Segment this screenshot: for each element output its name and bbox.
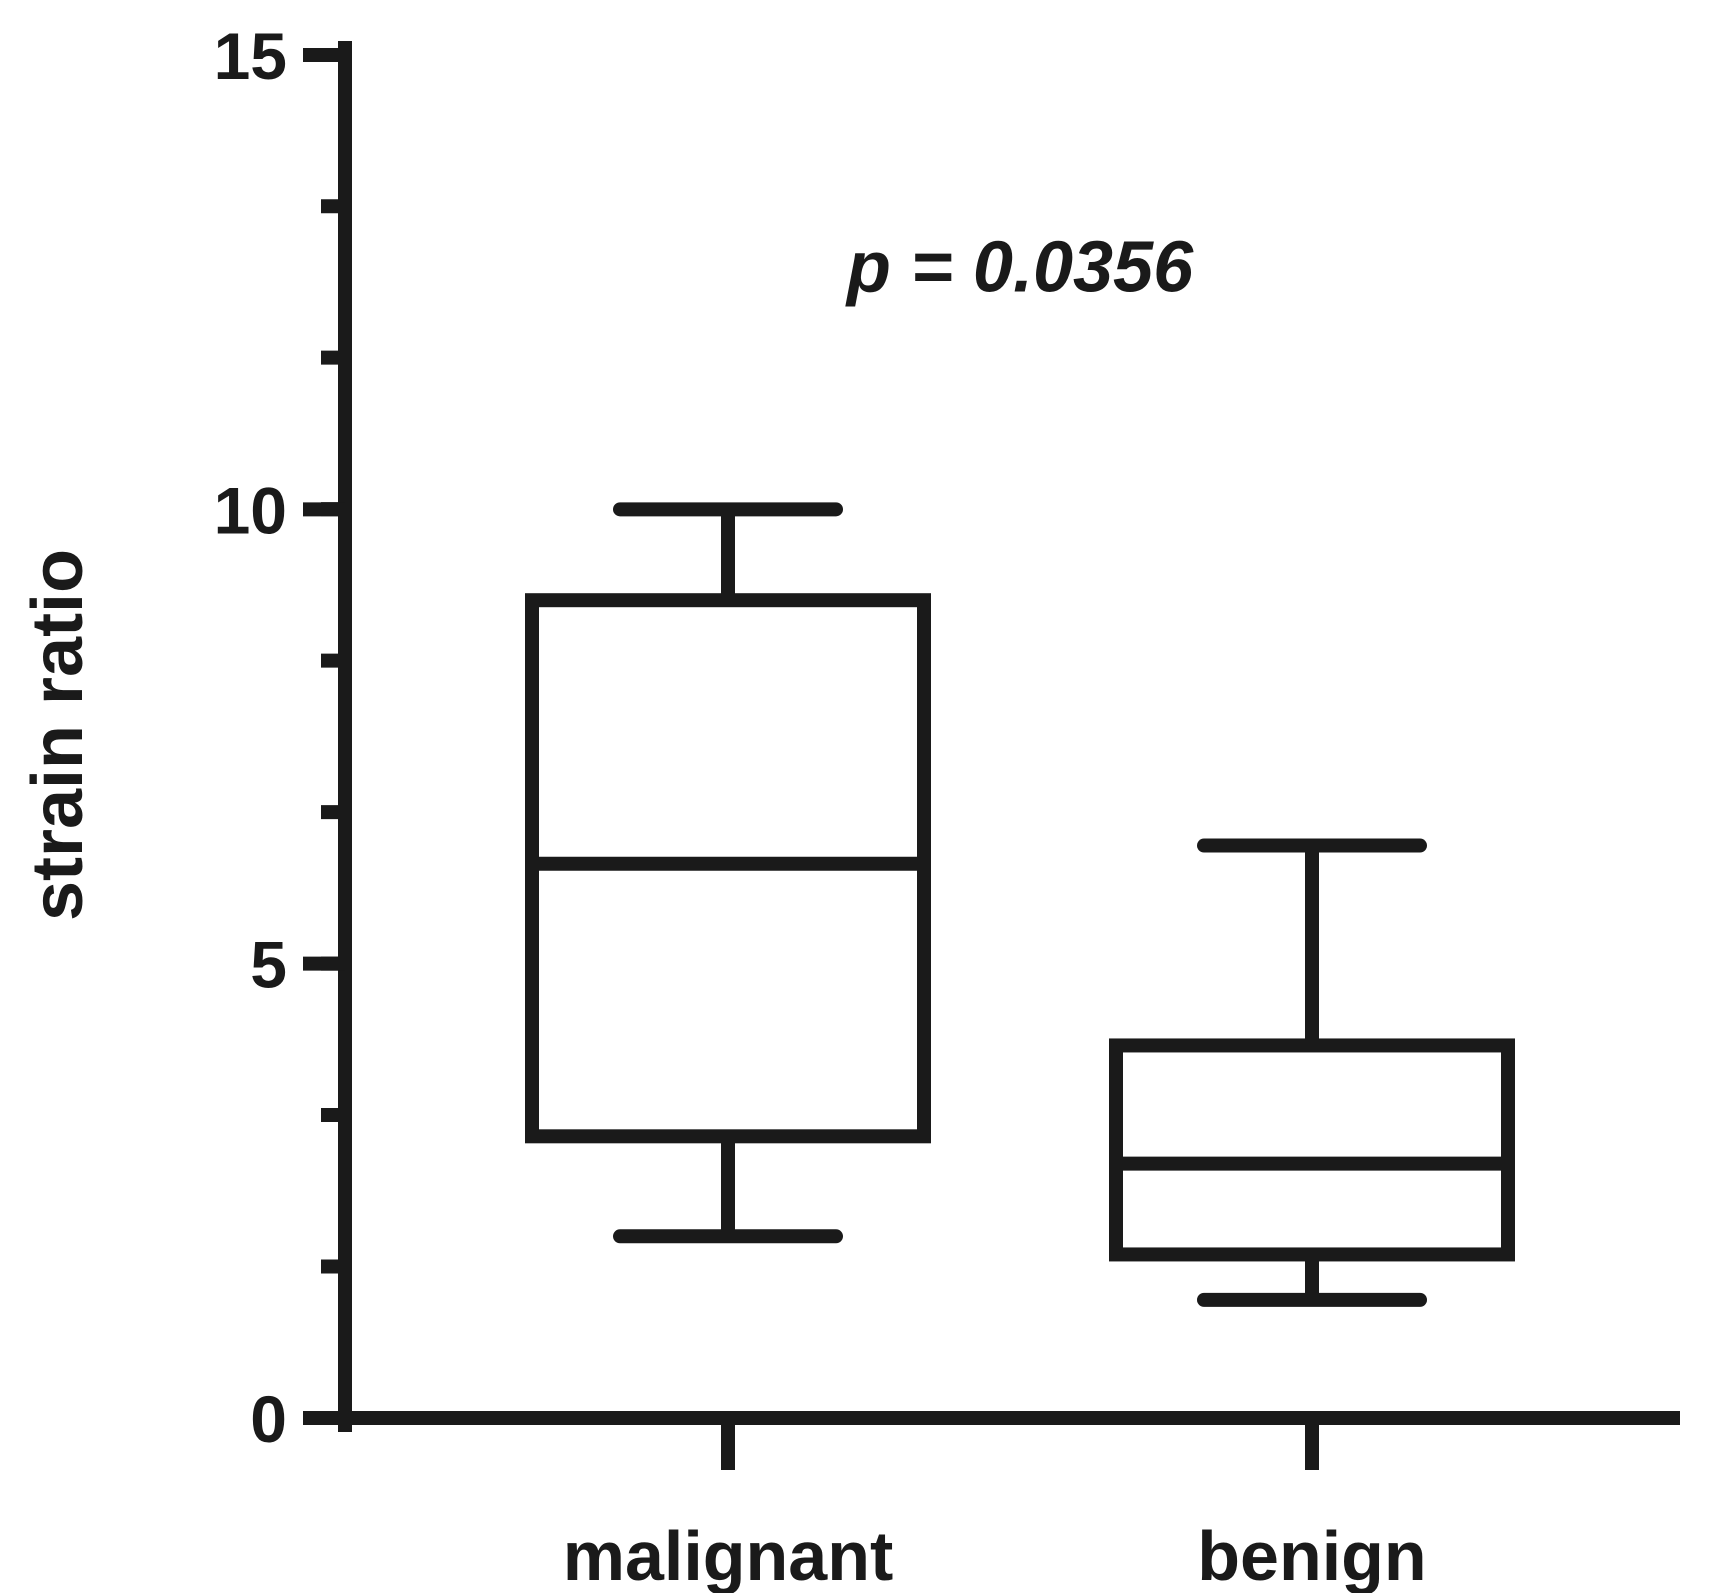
boxes (525, 502, 1515, 1307)
box-benign (1109, 838, 1515, 1307)
y-tick-label: 5 (250, 928, 287, 1002)
box-malignant (525, 502, 931, 1244)
y-tick-label: 0 (250, 1382, 287, 1456)
p-value-annotation: p = 0.0356 (845, 227, 1194, 307)
x-tick-label: benign (1197, 1517, 1426, 1593)
y-tick-label: 15 (214, 19, 287, 93)
iqr-box (1109, 1038, 1515, 1262)
x-tick-label: malignant (563, 1517, 894, 1593)
axes: 0 5 10 15 malignant benign (214, 19, 1680, 1593)
y-axis-title: strain ratio (18, 549, 98, 921)
y-tick-label: 10 (214, 473, 287, 547)
